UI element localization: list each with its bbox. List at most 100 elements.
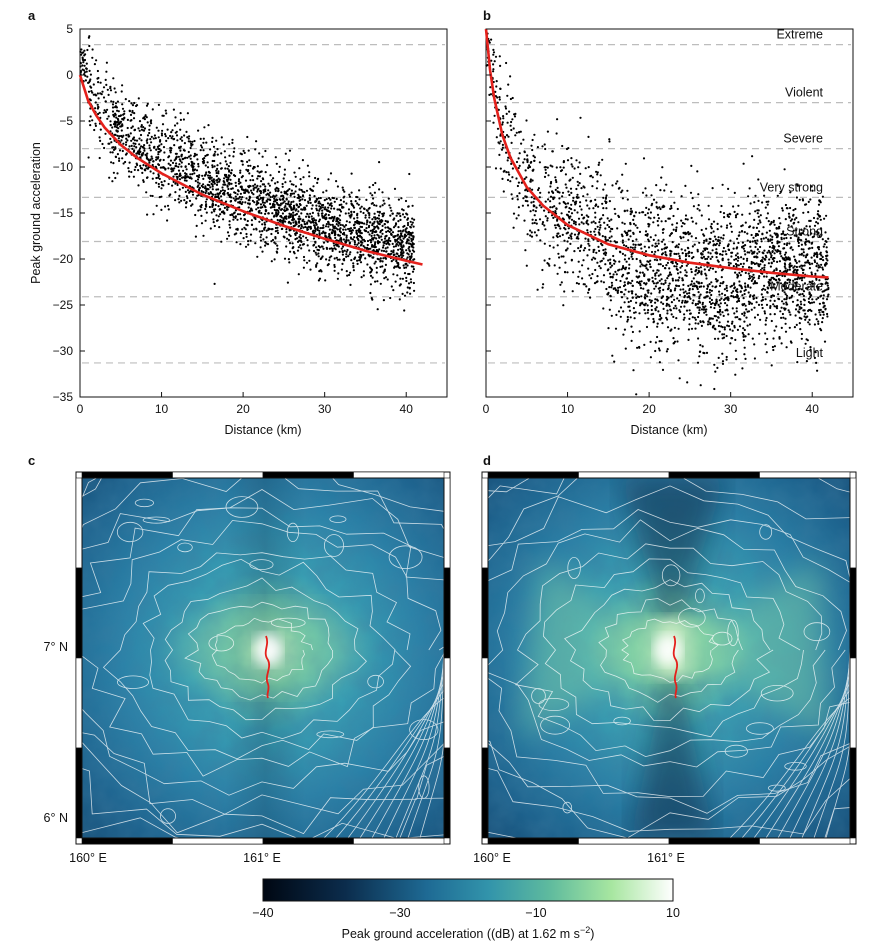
panel-b-point	[753, 201, 756, 204]
panel-a-point	[374, 245, 377, 249]
panel-b-point	[578, 161, 581, 164]
panel-b-point	[678, 377, 681, 380]
panel-a-point	[81, 64, 84, 67]
panel-b-point	[597, 245, 600, 248]
panel-a-point	[230, 182, 233, 185]
panel-b-point	[751, 337, 754, 340]
panel-a-point	[282, 235, 285, 238]
panel-a-point	[96, 69, 99, 73]
panel-a-point	[170, 167, 173, 170]
panel-b-point	[763, 194, 766, 197]
panel-a-point	[345, 234, 348, 237]
panel-a-point	[273, 197, 276, 200]
panel-b-point	[676, 207, 679, 211]
panel-a-point	[370, 270, 373, 273]
panel-a-point	[259, 239, 263, 242]
panel-b-point	[663, 267, 667, 270]
panel-a-point	[198, 174, 201, 177]
panel-a-point	[99, 139, 102, 142]
panel-b-point	[798, 308, 801, 311]
panel-b-point	[715, 248, 718, 251]
panel-a-point	[357, 203, 360, 206]
panel-a-point	[86, 48, 89, 52]
panel-b-point	[505, 112, 508, 115]
panel-a-point	[213, 224, 216, 228]
panel-b-point	[655, 201, 658, 204]
panel-b-point	[815, 255, 819, 258]
panel-b-point	[783, 168, 786, 171]
panel-b-point	[800, 306, 803, 309]
panel-b-point	[711, 285, 714, 288]
panel-a-point	[164, 109, 167, 112]
panel-b-point	[707, 251, 710, 254]
panel-b-point	[604, 227, 607, 230]
panel-a-point	[360, 276, 363, 279]
panel-a-point	[353, 226, 356, 229]
panel-b-point	[721, 362, 725, 365]
panel-b-point	[658, 318, 661, 321]
panel-a-point	[337, 245, 340, 248]
panel-b-point	[536, 146, 540, 149]
panel-b-point	[695, 222, 698, 225]
panel-b-point	[819, 327, 822, 330]
panel-a-point	[117, 127, 120, 130]
panel-b-point	[687, 239, 690, 242]
panel-a-point	[308, 216, 311, 219]
panel-a-point	[292, 192, 296, 195]
panel-b-point	[591, 176, 594, 179]
panel-b-point	[736, 300, 739, 303]
panel-b-point	[626, 198, 629, 201]
panel-b-point	[645, 194, 648, 197]
panel-b-point	[695, 286, 699, 289]
panel-b-point	[737, 234, 740, 237]
panel-a-point	[127, 135, 130, 138]
panel-a-point	[197, 162, 200, 166]
panel-a-point	[216, 153, 219, 156]
panel-b-point	[583, 283, 586, 286]
panel-b-point	[742, 262, 745, 265]
panel-a-point	[376, 217, 379, 220]
panel-b-point	[771, 235, 774, 238]
panel-a-point	[148, 144, 151, 147]
panel-a-point	[281, 197, 284, 201]
panel-a-point	[113, 133, 116, 136]
panel-b-point	[589, 230, 592, 233]
panel-b-point	[679, 288, 682, 291]
panel-a-point	[258, 152, 261, 155]
panel-a-point	[407, 282, 411, 285]
panel-a-point	[158, 144, 161, 147]
panel-a-point	[94, 122, 97, 125]
panel-a-point	[152, 160, 155, 163]
panel-a-point	[392, 245, 395, 248]
panel-b-point	[679, 266, 682, 269]
panel-a-point	[308, 175, 311, 178]
panel-b-point	[741, 312, 744, 315]
panel-b-point	[533, 231, 537, 234]
panel-a-point	[109, 137, 112, 140]
panel-b-point	[817, 320, 820, 323]
panel-a-point	[246, 170, 249, 173]
panel-a-point	[246, 160, 249, 163]
panel-b-point	[687, 338, 690, 341]
panel-a-point	[229, 161, 232, 164]
panel-a-point	[328, 247, 331, 250]
panel-a-point	[312, 217, 315, 220]
panel-b-point	[720, 269, 724, 272]
panel-a-point	[131, 109, 134, 113]
panel-a-ytick-label-1: 0	[66, 68, 73, 82]
panel-a-point	[125, 141, 128, 144]
panel-a-point	[369, 241, 373, 244]
panel-b-point	[705, 227, 708, 230]
panel-b-point	[730, 225, 733, 228]
panel-a-point	[300, 212, 303, 215]
panel-a-point	[402, 254, 405, 257]
panel-b-point	[817, 210, 820, 213]
panel-b-point	[784, 317, 787, 320]
panel-b-point	[763, 310, 766, 313]
panel-a-point	[205, 141, 208, 144]
panel-a-point	[240, 185, 243, 188]
panel-b-point	[808, 241, 811, 244]
panel-b-point	[678, 276, 681, 279]
panel-a-point	[115, 116, 118, 119]
panel-b-point	[764, 319, 768, 322]
